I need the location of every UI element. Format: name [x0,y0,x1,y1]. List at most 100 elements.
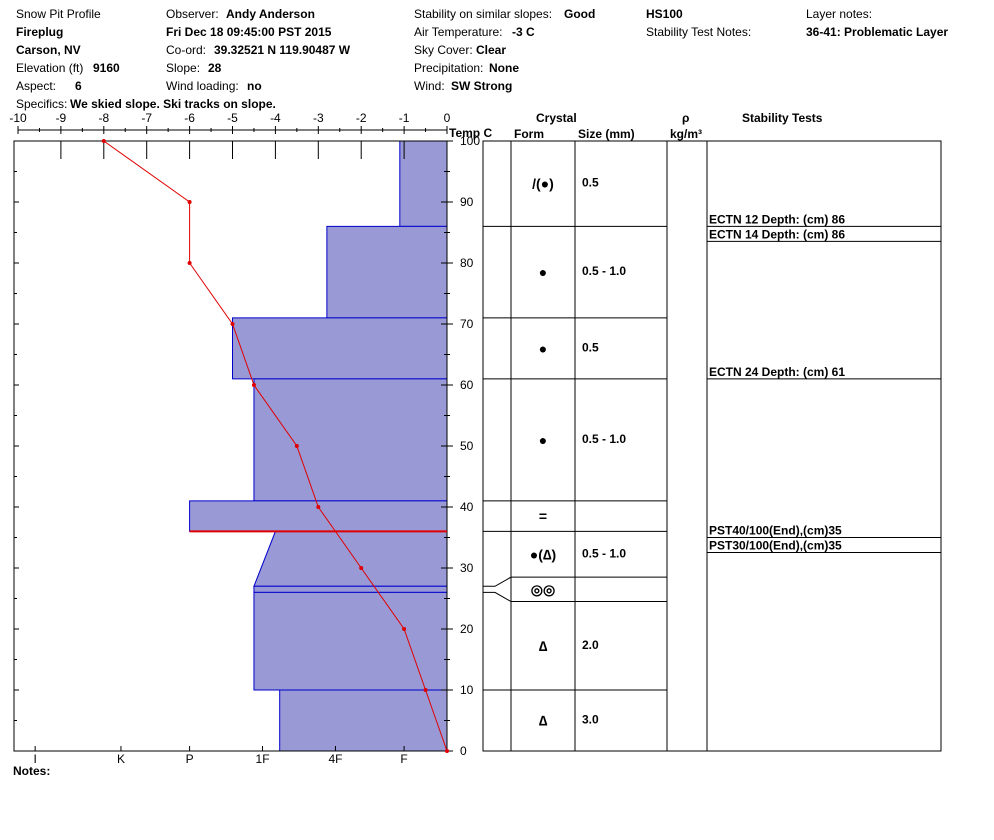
stability-test-notes-label: Stability Test Notes: [646,25,752,39]
hardness-bar [253,585,448,593]
aspect-value: 6 [75,79,82,93]
temp-tick-label: -10 [9,111,27,125]
temperature-point [402,627,407,631]
depth-tick-label: 0 [460,744,467,758]
coord-label: Co-ord: [166,43,207,57]
hardness-bar [232,317,448,380]
depth-tick-label: 60 [460,378,474,392]
temperature-point [316,505,321,509]
temp-tick-label: -7 [141,111,152,125]
crystal-form-symbol: ●(∆) [530,546,556,562]
notes-label: Notes: [13,764,51,778]
crystal-size: 0.5 - 1.0 [582,546,626,560]
temperature-point [101,139,106,143]
site-name: Fireplug [16,25,64,39]
temperature-point [359,566,364,570]
depth-tick-label: 50 [460,439,474,453]
crystal-size: 0.5 - 1.0 [582,432,626,446]
depth-tick-label: 10 [460,683,474,697]
form-header: Form [514,127,544,141]
temperature-point [187,200,192,204]
temp-tick-label: 0 [444,111,451,125]
temperature-point [187,261,192,265]
depth-tick-label: 40 [460,500,474,514]
crystal-form-symbol: /(●) [532,176,554,192]
size-header: Size (mm) [578,127,635,141]
observation-datetime: Fri Dec 18 09:45:00 PST 2015 [166,25,332,39]
aspect-label: Aspect: [16,79,57,93]
precip-label: Precipitation: [414,61,484,75]
temp-tick-label: -5 [227,111,238,125]
hardness-label: 1F [256,752,270,766]
location: Carson, NV [16,43,81,57]
layer-boundary [483,576,667,587]
temperature-point [294,444,299,448]
hardness-label: 4F [328,752,342,766]
layer-boundary [483,591,667,603]
crystal-size: 0.5 [582,340,599,354]
observer-label: Observer: [166,7,219,21]
temp-tick-label: -9 [56,111,67,125]
density-unit: kg/m³ [670,127,703,141]
temp-tick-label: -8 [98,111,109,125]
crystal-form-symbol: ◎◎ [531,581,555,597]
stability-test-result: ECTN 12 Depth: (cm) 86 [709,212,845,226]
crystal-size: 0.5 [582,176,599,190]
air-temp-label: Air Temperature: [414,25,503,39]
crystal-form-symbol: ∆ [539,713,548,729]
crystal-form-symbol: ● [539,264,547,280]
coord-value: 39.32521 N 119.90487 W [214,43,351,57]
crystal-header: Crystal [536,111,577,125]
table-frame [482,140,942,752]
observer-value: Andy Anderson [226,7,315,21]
temp-tick-label: -2 [356,111,367,125]
slope-label: Slope: [166,61,201,75]
crystal-size: 0.5 - 1.0 [582,264,626,278]
stability-test-result: ECTN 14 Depth: (cm) 86 [709,227,845,241]
elevation-label: Elevation (ft) [16,61,84,75]
wind-value: SW Strong [451,79,513,93]
temp-tick-label: -6 [184,111,195,125]
crystal-form-symbol: = [539,508,547,524]
temp-axis-label: Temp C [449,126,493,140]
depth-tick-label: 80 [460,256,474,270]
layer-note-value: 36-41: Problematic Layer [806,25,949,39]
hardness-bar [326,225,448,319]
hardness-bar [253,378,448,502]
hardness-label: F [400,752,407,766]
hardness-bar [279,689,448,752]
air-temp-value: -3 C [512,25,535,39]
crystal-form-symbol: ● [539,340,547,356]
crystal-size: 2.0 [582,638,599,652]
stability-label: Stability on similar slopes: [414,7,553,21]
temp-tick-label: -1 [399,111,410,125]
wind-loading-label: Wind loading: [166,79,239,93]
sky-value: Clear [476,43,507,57]
depth-tick-label: 90 [460,195,474,209]
layer-notes-label: Layer notes: [806,7,873,21]
depth-tick-label: 30 [460,561,474,575]
depth-tick-label: 70 [460,317,474,331]
temperature-point [251,383,256,387]
specifics-value: We skied slope. Ski tracks on slope. [70,97,276,111]
sky-label: Sky Cover: [414,43,473,57]
temperature-point [445,749,449,753]
stability-test-result: PST30/100(End),(cm)35 [709,539,842,553]
temp-tick-label: -3 [313,111,324,125]
temperature-point [423,688,428,692]
hardness-bar [253,530,448,587]
stability-test-result: PST40/100(End),(cm)35 [709,524,842,538]
temp-tick-label: -4 [270,111,281,125]
stability-value: Good [564,7,596,21]
hardness-label: I [33,752,36,766]
temperature-point [230,322,235,326]
stability-tests-header: Stability Tests [742,111,823,125]
elevation-value: 9160 [93,61,120,75]
wind-label: Wind: [414,79,445,93]
hardness-label: P [186,752,194,766]
crystal-form-symbol: ● [539,432,547,448]
depth-tick-label: 20 [460,622,474,636]
pit-title: Snow Pit Profile [16,7,101,21]
hardness-bar [253,591,448,691]
